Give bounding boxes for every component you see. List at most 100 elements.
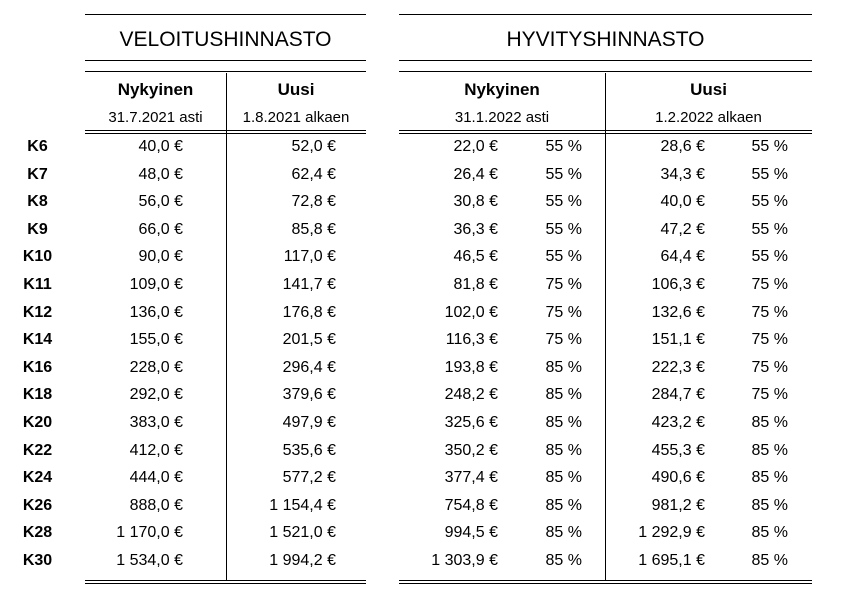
hyvitys-current-percent: 85 % — [545, 469, 582, 486]
hyvitys-current-percent: 55 % — [545, 138, 582, 155]
hyvitys-new-price: 132,6 € — [651, 304, 705, 321]
veloitus-new-price: 577,2 € — [282, 469, 336, 486]
veloitus-current-price: 48,0 € — [138, 166, 183, 183]
hyvitys-new-price: 64,4 € — [660, 248, 705, 265]
hyvitys-title: HYVITYSHINNASTO — [506, 28, 705, 51]
hyvitys-new-percent: 85 % — [751, 524, 788, 541]
veloitus-new-price: 1 994,2 € — [269, 552, 336, 569]
hyvitys-new-price: 40,0 € — [660, 193, 705, 210]
hyvitys-current-header: Nykyinen — [464, 80, 540, 99]
hyvitys-new-percent: 55 % — [751, 193, 788, 210]
veloitus-new-price: 62,4 € — [291, 166, 336, 183]
hyvitys-current-price: 81,8 € — [453, 276, 498, 293]
hyvitys-current-percent: 75 % — [545, 304, 582, 321]
hyvitys-new-price: 981,2 € — [651, 497, 705, 514]
hyvitys-new-price: 106,3 € — [651, 276, 705, 293]
hyvitys-new-percent: 85 % — [751, 497, 788, 514]
hyvitys-column-divider — [605, 73, 606, 581]
hyvitys-current-price: 26,4 € — [453, 166, 498, 183]
hyvitys-current-percent: 85 % — [545, 359, 582, 376]
veloitus-new-header: Uusi — [277, 80, 315, 99]
hyvitys-current-price: 22,0 € — [453, 138, 498, 155]
hyvitys-bottom-rule — [399, 580, 812, 581]
veloitus-current-header: Nykyinen — [117, 80, 194, 99]
veloitus-current-subheader: 31.7.2021 asti — [108, 109, 203, 126]
hyvitys-current-subheader: 31.1.2022 asti — [454, 109, 550, 126]
row-label: K9 — [27, 221, 48, 238]
veloitus-bottom-rule-2 — [85, 583, 366, 584]
veloitus-top-rule — [85, 14, 366, 15]
hyvitys-new-percent: 75 % — [751, 386, 788, 403]
veloitus-title-rule-2 — [85, 71, 366, 72]
hyvitys-current-price: 36,3 € — [453, 221, 498, 238]
row-label: K14 — [22, 331, 53, 348]
row-label: K11 — [23, 276, 52, 293]
row-label: K28 — [22, 524, 53, 541]
veloitus-new-subheader: 1.8.2021 alkaen — [242, 109, 350, 126]
veloitus-new-price: 117,0 € — [283, 248, 336, 265]
veloitus-new-price: 497,9 € — [282, 414, 336, 431]
veloitus-current-price: 1 170,0 € — [116, 524, 183, 541]
hyvitys-current-price: 377,4 € — [444, 469, 498, 486]
row-label: K10 — [22, 248, 53, 265]
hyvitys-new-price: 284,7 € — [651, 386, 705, 403]
hyvitys-new-price: 1 695,1 € — [638, 552, 705, 569]
row-label: K12 — [22, 304, 53, 321]
veloitus-current-price: 136,0 € — [129, 304, 183, 321]
veloitus-column-divider — [226, 73, 227, 581]
hyvitys-current-percent: 75 % — [545, 276, 582, 293]
hyvitys-new-header: Uusi — [690, 80, 727, 99]
veloitus-current-price: 155,0 € — [129, 331, 183, 348]
veloitus-current-price: 40,0 € — [138, 138, 183, 155]
hyvitys-new-price: 34,3 € — [660, 166, 705, 183]
veloitus-current-price: 292,0 € — [129, 386, 183, 403]
hyvitys-current-price: 102,0 € — [444, 304, 498, 321]
veloitus-header-rule-2 — [85, 133, 366, 134]
hyvitys-current-price: 350,2 € — [444, 442, 498, 459]
row-label: K8 — [27, 193, 48, 210]
hyvitys-bottom-rule-2 — [399, 583, 812, 584]
hyvitys-new-price: 1 292,9 € — [638, 524, 705, 541]
hyvitys-current-percent: 85 % — [545, 414, 582, 431]
veloitus-current-price: 66,0 € — [138, 221, 183, 238]
hyvitys-top-rule — [399, 14, 812, 15]
hyvitys-new-percent: 85 % — [751, 414, 788, 431]
hyvitys-new-price: 222,3 € — [651, 359, 705, 376]
hyvitys-current-percent: 75 % — [545, 331, 582, 348]
hyvitys-new-percent: 75 % — [751, 331, 788, 348]
hyvitys-current-price: 116,3 € — [445, 331, 498, 348]
hyvitys-new-percent: 75 % — [751, 359, 788, 376]
hyvitys-current-percent: 55 % — [545, 248, 582, 265]
veloitus-current-price: 1 534,0 € — [116, 552, 183, 569]
veloitus-new-price: 1 521,0 € — [269, 524, 336, 541]
hyvitys-new-percent: 55 % — [751, 248, 788, 265]
hyvitys-new-percent: 75 % — [751, 304, 788, 321]
hyvitys-current-price: 1 303,9 € — [431, 552, 498, 569]
hyvitys-current-percent: 85 % — [545, 524, 582, 541]
veloitus-header-rule — [85, 130, 366, 131]
hyvitys-new-percent: 55 % — [751, 221, 788, 238]
veloitus-bottom-rule — [85, 580, 366, 581]
hyvitys-current-percent: 55 % — [545, 193, 582, 210]
hyvitys-new-percent: 85 % — [751, 469, 788, 486]
veloitus-new-price: 176,8 € — [282, 304, 336, 321]
hyvitys-current-percent: 55 % — [545, 166, 582, 183]
hyvitys-new-price: 28,6 € — [660, 138, 705, 155]
veloitus-title-rule — [85, 60, 366, 61]
hyvitys-new-price: 455,3 € — [651, 442, 705, 459]
hyvitys-current-price: 325,6 € — [444, 414, 498, 431]
row-label: K22 — [22, 442, 53, 459]
veloitus-new-price: 72,8 € — [291, 193, 336, 210]
hyvitys-current-percent: 85 % — [545, 552, 582, 569]
hyvitys-current-price: 193,8 € — [444, 359, 498, 376]
hyvitys-new-subheader: 1.2.2022 alkaen — [655, 109, 762, 126]
veloitus-title: VELOITUSHINNASTO — [119, 28, 332, 51]
hyvitys-new-price: 423,2 € — [651, 414, 705, 431]
row-label: K30 — [22, 552, 53, 569]
veloitus-new-price: 296,4 € — [282, 359, 336, 376]
veloitus-new-price: 141,7 € — [282, 276, 336, 293]
hyvitys-current-percent: 85 % — [545, 497, 582, 514]
row-label: K26 — [22, 497, 53, 514]
veloitus-current-price: 383,0 € — [129, 414, 183, 431]
hyvitys-current-price: 994,5 € — [444, 524, 498, 541]
